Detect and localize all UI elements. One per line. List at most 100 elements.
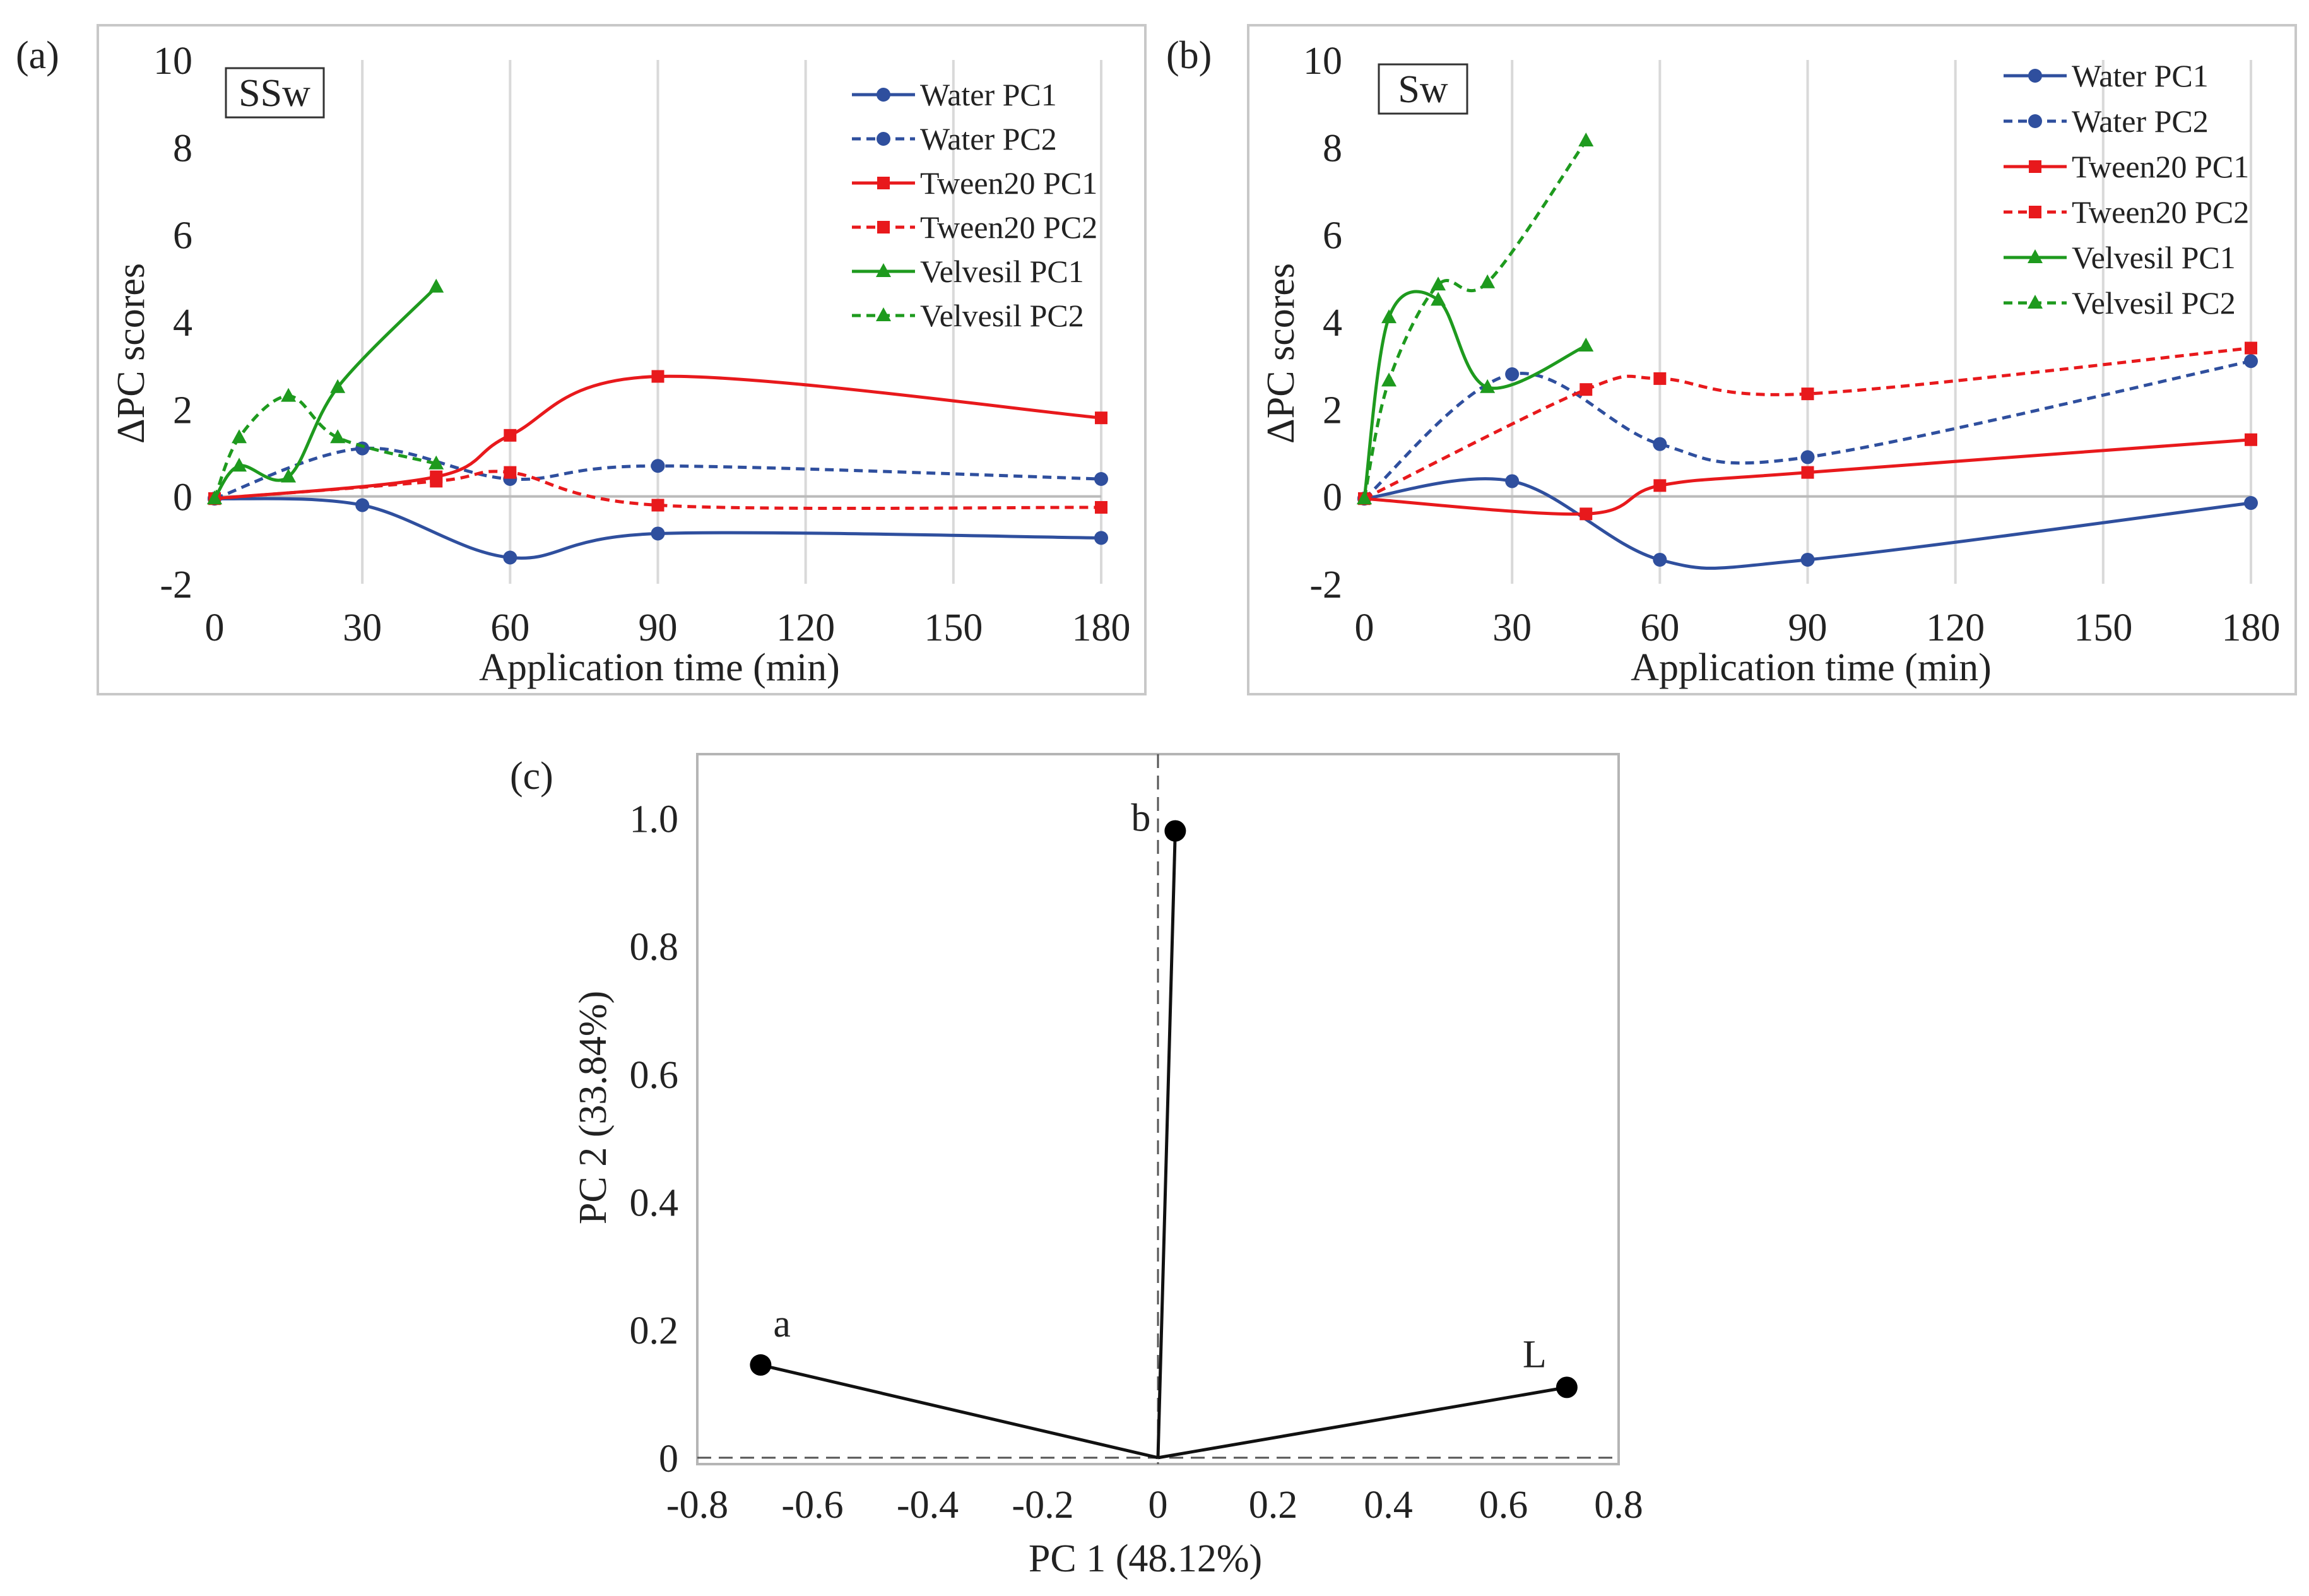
panel-a-x-ticks: 0 30 60 90 120 150 180 bbox=[205, 606, 1131, 649]
panel-c-loadings: a b L bbox=[750, 797, 1578, 1460]
y-tick-label: 8 bbox=[1323, 127, 1342, 170]
y-tick-label: -2 bbox=[1309, 564, 1342, 606]
y-tick-label: 0.6 bbox=[630, 1054, 679, 1097]
loading-label: a bbox=[773, 1303, 791, 1345]
legend-label: Water PC2 bbox=[920, 121, 1057, 157]
loading-vector bbox=[1156, 831, 1177, 1458]
data-point bbox=[281, 387, 297, 402]
panel-b-frame bbox=[1247, 24, 2297, 695]
panel-a-legend: Water PC1 Water PC2 Tween20 PC1 Tween20 PC2… bbox=[852, 77, 1097, 333]
data-point bbox=[1653, 552, 1667, 567]
data-point bbox=[1480, 379, 1496, 393]
loading-label: b bbox=[1131, 797, 1150, 840]
data-point bbox=[428, 455, 444, 470]
series-line bbox=[214, 470, 1102, 511]
data-point bbox=[1801, 466, 1814, 479]
series-line bbox=[1364, 477, 2252, 570]
legend-marker bbox=[2028, 249, 2043, 263]
y-tick-label: 0.4 bbox=[630, 1181, 679, 1224]
legend-label: Velvesil PC1 bbox=[920, 254, 1084, 289]
data-point bbox=[1094, 531, 1108, 545]
legend-marker bbox=[877, 132, 890, 146]
data-point bbox=[330, 429, 346, 444]
data-point bbox=[281, 468, 297, 483]
legend-label: Tween20 PC2 bbox=[2072, 194, 2249, 230]
y-tick-label: 0.8 bbox=[630, 926, 679, 969]
x-tick-label: 180 bbox=[1072, 606, 1131, 649]
y-tick-label: 0 bbox=[173, 476, 192, 519]
legend-item-water-pc1: Water PC1 bbox=[852, 77, 1057, 112]
legend-marker bbox=[877, 88, 890, 102]
y-tick-label: 0 bbox=[1323, 476, 1342, 519]
panel-a: (a) 10 8 6 4 2 0 -2 0 30 60 90 120 150 1… bbox=[16, 24, 1147, 695]
series-line bbox=[214, 374, 1102, 500]
panel-c-y-ticks: 0 0.2 0.4 0.6 0.8 1.0 bbox=[630, 798, 679, 1481]
y-tick-label: 1.0 bbox=[630, 798, 679, 841]
legend-item-water-pc1: Water PC1 bbox=[2004, 58, 2209, 93]
legend-marker bbox=[877, 221, 890, 233]
y-tick-label: 2 bbox=[1323, 389, 1342, 432]
legend-label: Tween20 PC2 bbox=[920, 210, 1097, 245]
x-tick-label: 120 bbox=[1926, 606, 1985, 649]
legend-marker bbox=[2028, 69, 2042, 83]
panel-c-x-ticks: -0.8 -0.6 -0.4 -0.2 0 0.2 0.4 0.6 0.8 bbox=[666, 1484, 1643, 1527]
data-point bbox=[1653, 372, 1667, 385]
series-velvesil-pc1 bbox=[1357, 290, 1594, 505]
loading-vector bbox=[760, 1363, 1159, 1460]
data-point bbox=[1505, 474, 1520, 488]
y-tick-label: -2 bbox=[160, 564, 192, 606]
legend-item-tween20-pc1: Tween20 PC1 bbox=[2004, 149, 2249, 184]
panel-a-label: (a) bbox=[16, 34, 59, 77]
panel-c-x-axis-title: PC 1 (48.12%) bbox=[1029, 1537, 1262, 1580]
x-tick-label: 0.2 bbox=[1249, 1484, 1298, 1527]
y-tick-label: 6 bbox=[1323, 215, 1342, 257]
legend-item-tween20-pc2: Tween20 PC2 bbox=[852, 210, 1097, 245]
legend-marker bbox=[2029, 160, 2041, 173]
x-tick-label: -0.8 bbox=[666, 1484, 728, 1527]
y-tick-label: 0 bbox=[659, 1438, 678, 1481]
legend-marker bbox=[2028, 114, 2042, 128]
data-point bbox=[2244, 496, 2258, 511]
data-point bbox=[1653, 479, 1667, 492]
loading-point bbox=[750, 1354, 772, 1376]
legend-label: Water PC1 bbox=[920, 77, 1057, 112]
panel-b-box-label: Sw bbox=[1398, 68, 1448, 111]
legend-item-water-pc2: Water PC2 bbox=[2004, 103, 2209, 139]
data-point bbox=[1578, 338, 1594, 352]
panel-b-legend: Water PC1 Water PC2 Tween20 PC1 Tween20 PC2… bbox=[2004, 58, 2249, 321]
panel-a-y-ticks: 10 8 6 4 2 0 -2 bbox=[153, 40, 192, 606]
legend-label: Water PC1 bbox=[2072, 58, 2209, 93]
loading-label: L bbox=[1523, 1333, 1547, 1376]
series-velvesil-pc2 bbox=[207, 387, 444, 505]
legend-label: Tween20 PC1 bbox=[2072, 149, 2249, 184]
x-tick-label: 150 bbox=[2074, 606, 2132, 649]
x-tick-label: 90 bbox=[639, 606, 678, 649]
y-tick-label: 0.2 bbox=[630, 1309, 679, 1352]
panel-a-frame bbox=[97, 24, 1147, 695]
panel-b-box-label-frame bbox=[1378, 63, 1468, 115]
data-point bbox=[2245, 433, 2257, 446]
data-point bbox=[1381, 372, 1397, 387]
data-point bbox=[2244, 354, 2258, 369]
data-point bbox=[207, 490, 222, 505]
data-point bbox=[1095, 500, 1107, 514]
data-point bbox=[232, 458, 247, 472]
loading-l: L bbox=[1157, 1333, 1578, 1460]
y-tick-label: 10 bbox=[153, 40, 192, 83]
data-point bbox=[355, 498, 370, 512]
legend-marker bbox=[876, 307, 891, 321]
data-point bbox=[1580, 507, 1593, 521]
panel-c-label: (c) bbox=[510, 755, 553, 798]
x-tick-label: 0.8 bbox=[1594, 1484, 1643, 1527]
data-point bbox=[1381, 309, 1397, 324]
x-tick-label: -0.6 bbox=[781, 1484, 843, 1527]
y-tick-label: 8 bbox=[173, 127, 192, 170]
panel-b-label: (b) bbox=[1166, 34, 1212, 77]
data-point bbox=[1505, 367, 1520, 381]
panel-c: (c) 0 0.2 0.4 0.6 0.8 1.0 -0.8 -0.6 -0.4… bbox=[510, 753, 1643, 1580]
x-tick-label: 180 bbox=[2222, 606, 2281, 649]
panel-b-y-axis-title: ΔPC scores bbox=[1260, 263, 1302, 444]
x-tick-label: 120 bbox=[776, 606, 835, 649]
data-point bbox=[651, 459, 665, 473]
